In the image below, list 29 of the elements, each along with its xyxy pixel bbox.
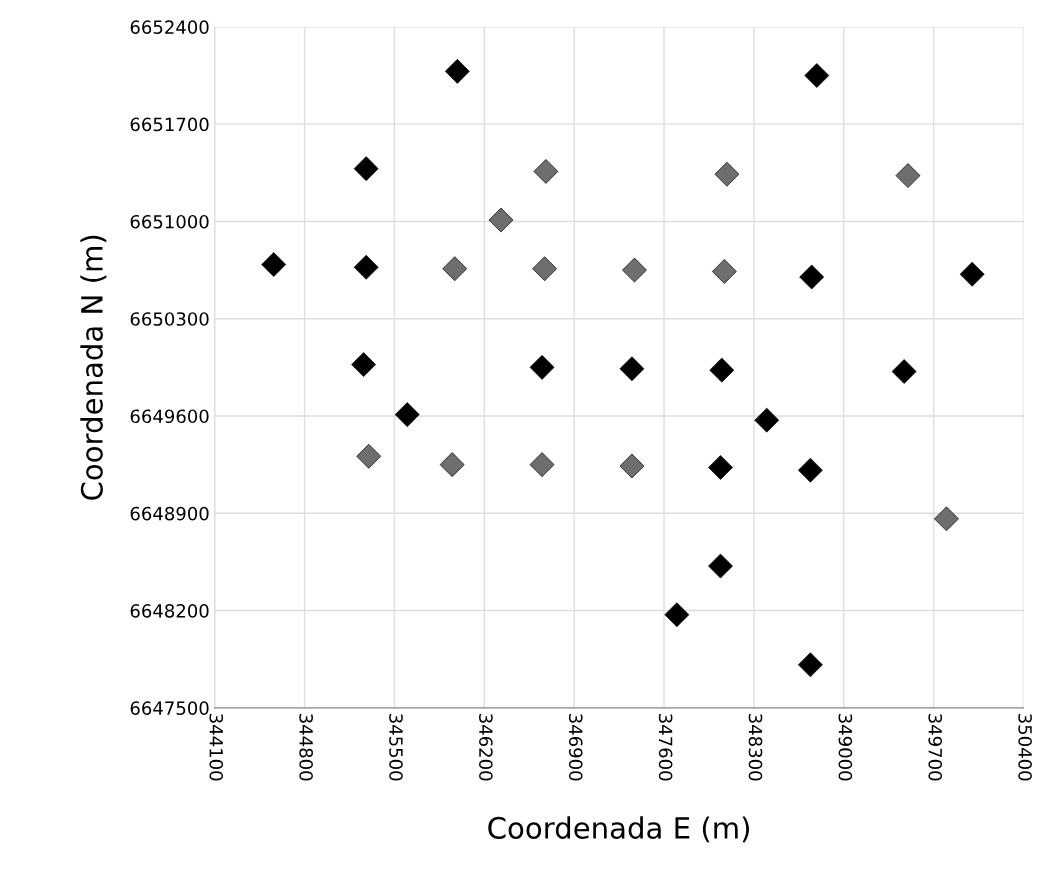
point — [439, 452, 465, 478]
y-tick-label: 6647500 — [130, 701, 209, 715]
point — [798, 457, 823, 483]
x-tick-label: 346900 — [568, 714, 583, 781]
point — [959, 261, 985, 287]
point — [394, 402, 420, 427]
y-tick-label: 6648200 — [130, 604, 209, 618]
x-tick-label: 349700 — [928, 714, 943, 781]
x-tick-label: 344100 — [209, 714, 224, 781]
y-tick-label: 6651700 — [130, 117, 209, 132]
x-tick-label: 348300 — [748, 714, 763, 781]
y-axis-title: Coordenada N (m) — [80, 235, 107, 500]
x-tick-label: 349000 — [838, 714, 853, 781]
point — [353, 254, 379, 280]
x-tick-label: 347600 — [658, 714, 673, 781]
y-tick-label: 6650300 — [130, 312, 209, 326]
point — [356, 443, 382, 469]
x-tick-label: 345500 — [389, 714, 403, 781]
x-tick-label: 344800 — [299, 714, 313, 781]
point — [442, 256, 468, 282]
y-tick-label: 6652400 — [130, 20, 209, 34]
y-tick-label: 6648900 — [130, 506, 209, 521]
point — [619, 453, 645, 479]
point — [895, 163, 921, 188]
y-tick-label: 6649600 — [130, 409, 209, 424]
x-axis-title: Coordenada E (m) — [488, 816, 750, 843]
x-tick-label: 346200 — [479, 714, 493, 781]
y-tick-label: 6651000 — [130, 214, 209, 229]
x-tick-label: 350400 — [1018, 714, 1032, 781]
